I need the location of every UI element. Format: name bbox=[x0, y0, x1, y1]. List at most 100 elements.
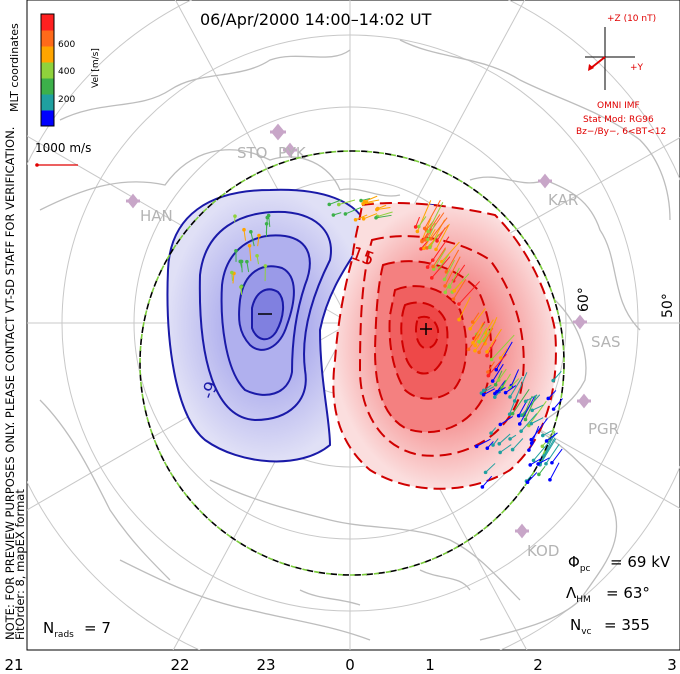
colorbar-band bbox=[41, 78, 54, 95]
velocity-colorbar: 600 400 200 Vel [m/s] bbox=[40, 13, 101, 127]
velocity-vector bbox=[468, 333, 481, 350]
velocity-vector bbox=[444, 256, 461, 287]
vector-origin bbox=[496, 378, 501, 382]
vector-origin bbox=[233, 214, 237, 218]
vector-origin bbox=[426, 237, 430, 242]
vector-origin bbox=[266, 213, 271, 218]
velocity-vector bbox=[429, 233, 439, 248]
vector-origin bbox=[503, 390, 508, 395]
mlt-tick-0: 0 bbox=[345, 656, 355, 674]
velocity-vector bbox=[329, 199, 342, 205]
velocity-vector bbox=[445, 249, 460, 273]
vector-origin bbox=[497, 441, 502, 446]
vector-origin bbox=[428, 245, 432, 250]
velocity-vector bbox=[483, 388, 496, 396]
hm-boundary-vectors bbox=[139, 150, 565, 576]
velocity-vector bbox=[512, 388, 530, 414]
vector-origin bbox=[546, 396, 551, 401]
vector-origin bbox=[468, 326, 472, 331]
colorbar-band bbox=[41, 46, 54, 63]
velocity-vector bbox=[485, 463, 496, 473]
vector-origin bbox=[528, 463, 533, 467]
velocity-vector bbox=[430, 217, 448, 240]
velocity-vector bbox=[427, 202, 444, 232]
velocity-vector bbox=[531, 426, 540, 444]
velocity-vector bbox=[495, 370, 503, 385]
velocity-vector bbox=[250, 231, 255, 247]
mlt-tick-2: 2 bbox=[533, 656, 543, 674]
vector-origin bbox=[529, 421, 534, 426]
velocity-vector bbox=[472, 312, 480, 323]
vector-origin bbox=[457, 302, 461, 306]
velocity-vector bbox=[498, 368, 507, 381]
map-stats: Φpc = 69 kV ΛHM = 63° Nvc = 355 Nrads = … bbox=[43, 553, 671, 640]
vector-origin bbox=[489, 431, 493, 435]
velocity-vector bbox=[431, 256, 451, 279]
vector-origin bbox=[531, 458, 536, 463]
colorbar-band bbox=[41, 14, 54, 31]
imf-model: Stat Mod: RG96 bbox=[583, 115, 654, 125]
vector-origin bbox=[491, 443, 495, 447]
vector-origin bbox=[331, 213, 336, 217]
velocity-vector bbox=[519, 395, 536, 425]
velocity-vector bbox=[421, 214, 441, 242]
velocity-vector bbox=[512, 438, 524, 450]
vector-origin bbox=[434, 247, 438, 252]
vector-origin bbox=[443, 290, 448, 295]
velocity-vector bbox=[553, 398, 563, 410]
vector-origin bbox=[480, 485, 485, 489]
velocity-vector bbox=[505, 385, 517, 394]
imf-z-label: +Z (10 nT) bbox=[607, 14, 656, 24]
fit-order: FitOrder: 8, mapEX format bbox=[13, 489, 27, 640]
vector-origin bbox=[440, 259, 444, 264]
vector-origin bbox=[416, 224, 421, 229]
velocity-vector bbox=[551, 448, 563, 464]
vector-origin bbox=[257, 233, 261, 238]
velocity-vector bbox=[482, 475, 493, 488]
vector-origin bbox=[474, 444, 479, 449]
vector-origin bbox=[470, 320, 475, 324]
speed-scale-dot bbox=[35, 163, 39, 167]
vector-origin bbox=[485, 446, 490, 451]
colorbar-band bbox=[41, 30, 54, 47]
station-label-sto: STO bbox=[237, 144, 268, 162]
speed-scale-label: 1000 m/s bbox=[35, 141, 91, 155]
velocity-vector bbox=[418, 216, 427, 227]
velocity-vector bbox=[531, 404, 544, 411]
velocity-vector bbox=[509, 378, 520, 389]
vector-origin bbox=[527, 448, 531, 452]
velocity-vector bbox=[268, 215, 271, 227]
velocity-vector bbox=[345, 206, 362, 215]
vector-origin bbox=[548, 477, 552, 482]
velocity-vector bbox=[243, 229, 247, 241]
velocity-vector bbox=[363, 213, 378, 220]
velocity-vector bbox=[476, 438, 491, 447]
vector-origin bbox=[481, 392, 486, 397]
velocity-vector bbox=[478, 327, 488, 343]
station-label-kar: KAR bbox=[548, 191, 578, 209]
vector-origin bbox=[361, 201, 365, 206]
vector-origin bbox=[255, 253, 259, 258]
vector-origin bbox=[343, 212, 348, 216]
velocity-vector bbox=[545, 443, 560, 465]
vector-origin bbox=[361, 216, 366, 221]
colorbar-band bbox=[41, 62, 54, 79]
velocity-vector bbox=[533, 434, 556, 461]
vector-origin bbox=[477, 339, 481, 344]
vector-origin bbox=[490, 379, 495, 383]
vector-origin bbox=[466, 347, 471, 352]
vector-origin bbox=[425, 265, 430, 269]
vector-origin bbox=[523, 417, 528, 422]
velocity-vector bbox=[520, 413, 538, 432]
vector-origin bbox=[420, 239, 424, 244]
imf-condition: Bz−/By−, 6<BT<12 bbox=[576, 127, 666, 137]
velocity-vector bbox=[539, 437, 556, 464]
vector-origin bbox=[485, 353, 489, 358]
velocity-vector bbox=[377, 211, 393, 217]
vector-origin bbox=[493, 391, 497, 396]
vector-origin bbox=[430, 258, 435, 262]
vector-origin bbox=[493, 395, 497, 399]
velocity-vector bbox=[478, 327, 494, 353]
velocity-vector bbox=[523, 395, 533, 416]
velocity-vector bbox=[449, 267, 460, 288]
